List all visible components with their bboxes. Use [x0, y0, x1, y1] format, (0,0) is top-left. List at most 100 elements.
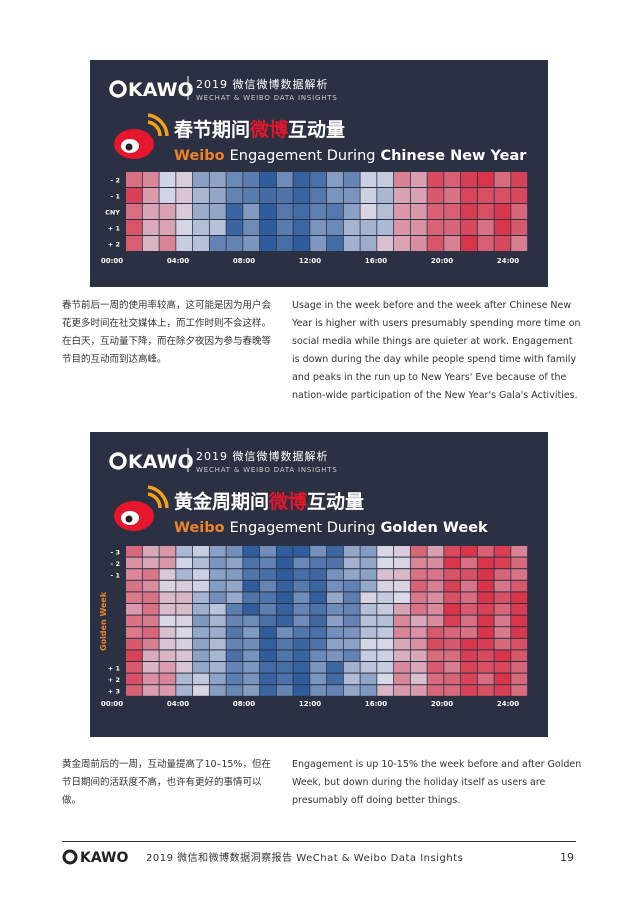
title-en-part: Chinese New Year: [380, 148, 527, 164]
heatmap-cell: [226, 604, 243, 615]
heatmap-cell: [176, 638, 193, 650]
heatmap-cell: [176, 662, 193, 673]
time-label: 12:00: [299, 700, 321, 708]
heatmap-cell: [494, 604, 511, 615]
heatmap-cell: [444, 615, 461, 627]
heatmap-cell: [226, 615, 243, 627]
heatmap-cell: [260, 236, 276, 251]
heatmap-cell: [427, 650, 444, 661]
heatmap-cell: [511, 557, 528, 569]
heatmap-cell: [511, 615, 528, 627]
heatmap-cell: [276, 569, 293, 580]
heatmap-cell: [494, 662, 511, 673]
heatmap-cell: [494, 638, 511, 650]
heatmap-cell: [176, 650, 193, 661]
heatmap-cell: [394, 220, 410, 235]
heatmap-cell: [209, 546, 226, 557]
heatmap-cell: [260, 546, 276, 557]
heatmap-cell: [461, 638, 477, 650]
heatmap-cell: [293, 569, 310, 580]
heatmap-cell: [126, 220, 142, 235]
heatmap-cell: [159, 172, 176, 187]
row-label: - 2: [111, 560, 120, 568]
heatmap-cell: [461, 650, 477, 661]
heatmap-cell: [360, 662, 377, 673]
heatmap-cell: [394, 236, 410, 251]
title-cn: 春节期间微博互动量: [174, 118, 345, 141]
heatmap-cell: [293, 685, 310, 696]
heatmap-cell: [444, 546, 461, 557]
footer-rule: [62, 841, 576, 842]
heatmap-cell: [477, 188, 494, 203]
heatmap-cell: [360, 172, 377, 187]
heatmap-cell: [394, 546, 410, 557]
heatmap-cell: [176, 627, 193, 638]
heatmap-cell: [343, 236, 360, 251]
heatmap-cell: [276, 204, 293, 219]
heatmap-cell: [142, 592, 159, 603]
heatmap-cell: [176, 546, 193, 557]
heatmap-cell: [293, 220, 310, 235]
heatmap-cell: [444, 204, 461, 219]
heatmap-cell: [209, 204, 226, 219]
heatmap-cell: [360, 569, 377, 580]
row-label: - 2: [111, 177, 120, 185]
heatmap-cell: [276, 604, 293, 615]
heatmap-cell: [159, 685, 176, 696]
heatmap-cell: [226, 220, 243, 235]
heatmap-cell: [427, 685, 444, 696]
heatmap-cell: [327, 204, 343, 219]
heatmap-cell: [260, 673, 276, 685]
heatmap-cell: [226, 546, 243, 557]
heatmap-cell: [176, 604, 193, 615]
heatmap-cell: [494, 569, 511, 580]
brand: KAWO: [128, 79, 194, 101]
logo-mark: [109, 452, 127, 470]
heatmap-cell: [343, 569, 360, 580]
heatmap-cell: [343, 220, 360, 235]
heatmap-cell: [260, 580, 276, 592]
heatmap-cell: [126, 650, 142, 661]
heatmap-cell: [193, 546, 209, 557]
heatmap-cell: [142, 236, 159, 251]
heatmap-cell: [477, 662, 494, 673]
weibo-icon-wave: [147, 120, 162, 137]
heatmap-cell: [511, 236, 528, 251]
heatmap-cell: [159, 604, 176, 615]
heatmap-cell: [427, 592, 444, 603]
heatmap-cell: [427, 638, 444, 650]
heatmap-cell: [444, 236, 461, 251]
footer: KAWO 2019 微信和微博数据洞察报告 WeChat & Weibo Dat…: [62, 849, 574, 866]
heatmap-cell: [159, 546, 176, 557]
paragraph-en: Usage in the week before and the week af…: [292, 300, 581, 401]
logo-mark: [62, 849, 78, 865]
heatmap-cell: [410, 188, 427, 203]
heatmap-cell: [260, 220, 276, 235]
heatmap-cell: [427, 557, 444, 569]
heatmap-cell: [327, 546, 343, 557]
heatmap-cell: [427, 580, 444, 592]
heatmap-cell: [260, 685, 276, 696]
heatmap-cell: [310, 569, 327, 580]
heatmap-cell: [209, 662, 226, 673]
heatmap-cell: [511, 592, 528, 603]
heatmap-cell: [226, 685, 243, 696]
heatmap-cell: [142, 188, 159, 203]
heatmap-cell: [193, 188, 209, 203]
heatmap-cell: [243, 638, 260, 650]
time-label: 08:00: [233, 257, 255, 265]
heatmap-cell: [209, 685, 226, 696]
heatmap-cell: [293, 604, 310, 615]
heatmap-cell: [477, 220, 494, 235]
heatmap-cell: [327, 580, 343, 592]
heatmap-cell: [327, 627, 343, 638]
heatmap-cell: [260, 557, 276, 569]
heatmap-cell: [276, 188, 293, 203]
heatmap-cell: [260, 569, 276, 580]
heatmap-cell: [477, 569, 494, 580]
heatmap-cell: [276, 662, 293, 673]
heatmap-cell: [461, 172, 477, 187]
heatmap-cell: [461, 569, 477, 580]
heatmap-cell: [477, 580, 494, 592]
heatmap-cell: [410, 172, 427, 187]
